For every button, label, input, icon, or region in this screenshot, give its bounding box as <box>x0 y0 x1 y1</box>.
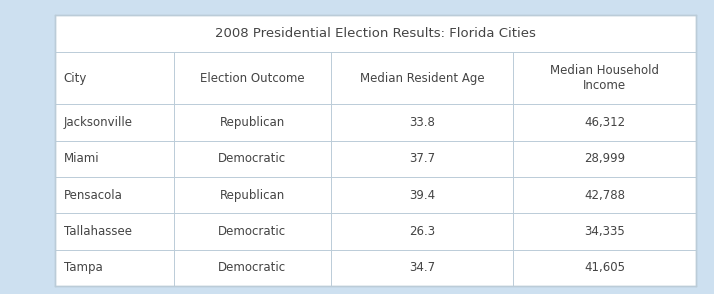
Bar <box>55 15 696 286</box>
Text: Median Resident Age: Median Resident Age <box>360 71 484 84</box>
Text: Election Outcome: Election Outcome <box>200 71 304 84</box>
Text: Democratic: Democratic <box>218 152 286 166</box>
Text: 41,605: 41,605 <box>584 261 625 274</box>
Text: 42,788: 42,788 <box>584 189 625 202</box>
Text: Jacksonville: Jacksonville <box>64 116 133 129</box>
Text: 37.7: 37.7 <box>409 152 435 166</box>
Text: 28,999: 28,999 <box>584 152 625 166</box>
Text: Median Household
Income: Median Household Income <box>550 64 659 92</box>
Text: Democratic: Democratic <box>218 225 286 238</box>
Text: 26.3: 26.3 <box>409 225 435 238</box>
Text: Tampa: Tampa <box>64 261 102 274</box>
Text: Pensacola: Pensacola <box>64 189 122 202</box>
Text: Democratic: Democratic <box>218 261 286 274</box>
Text: City: City <box>64 71 87 84</box>
Text: 46,312: 46,312 <box>584 116 625 129</box>
Text: 34.7: 34.7 <box>409 261 435 274</box>
Text: Tallahassee: Tallahassee <box>64 225 131 238</box>
Text: Republican: Republican <box>219 116 285 129</box>
Text: 2008 Presidential Election Results: Florida Cities: 2008 Presidential Election Results: Flor… <box>215 27 536 40</box>
Text: 39.4: 39.4 <box>409 189 435 202</box>
Text: Miami: Miami <box>64 152 99 166</box>
Text: 34,335: 34,335 <box>584 225 625 238</box>
Text: Republican: Republican <box>219 189 285 202</box>
Text: 33.8: 33.8 <box>409 116 435 129</box>
